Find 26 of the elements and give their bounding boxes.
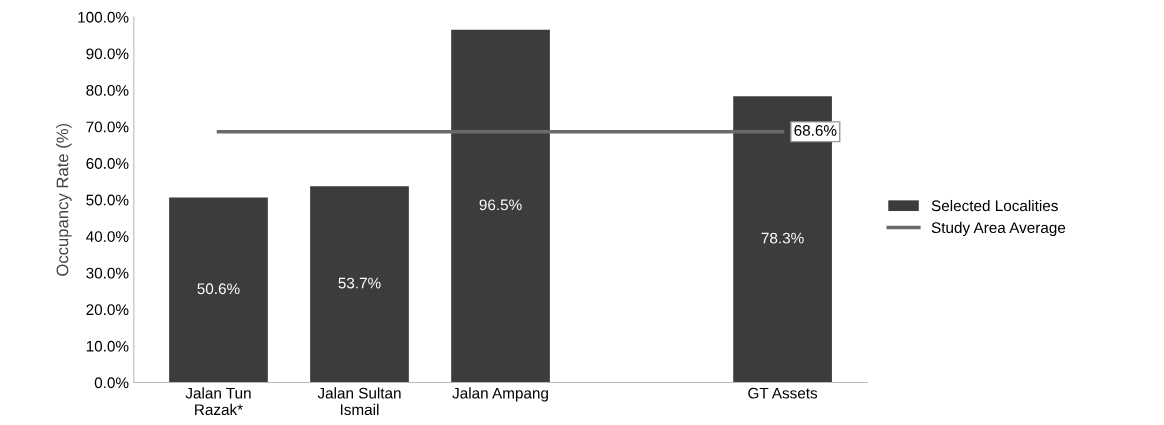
y-tick-label: 20.0% xyxy=(86,304,129,316)
legend-label: Selected Localities xyxy=(931,199,1058,212)
x-tick-label: GT Assets xyxy=(748,387,818,399)
y-tick-label: 80.0% xyxy=(86,84,129,96)
y-tick-label: 90.0% xyxy=(86,48,129,60)
data-label: 96.5% xyxy=(479,199,522,211)
y-tick-label: 30.0% xyxy=(86,267,129,279)
bar xyxy=(169,197,268,383)
x-tick-label: Jalan Ampang xyxy=(452,387,548,402)
bar xyxy=(451,29,550,383)
x-tick-label: Jalan Sultan Ismail xyxy=(317,387,401,416)
y-tick-label: 0.0% xyxy=(94,377,129,389)
data-label: 50.6% xyxy=(197,283,240,295)
y-tick-label: 10.0% xyxy=(86,340,129,352)
bar xyxy=(310,186,409,383)
x-tick-label: Jalan Tun Razak* xyxy=(185,387,251,416)
y-tick-label: 100.0% xyxy=(78,11,129,23)
data-label: 53.7% xyxy=(338,277,381,289)
y-tick-label: 50.0% xyxy=(86,194,129,206)
data-label: 68.6% xyxy=(794,125,837,136)
y-tick-label: 40.0% xyxy=(86,231,129,242)
data-label: 78.3% xyxy=(761,232,804,244)
legend-label: Study Area Average xyxy=(931,221,1066,237)
y-axis-title: Occupancy Rate (%) xyxy=(56,123,72,276)
y-tick-label: 60.0% xyxy=(86,158,129,169)
y-tick-label: 70.0% xyxy=(86,121,129,133)
